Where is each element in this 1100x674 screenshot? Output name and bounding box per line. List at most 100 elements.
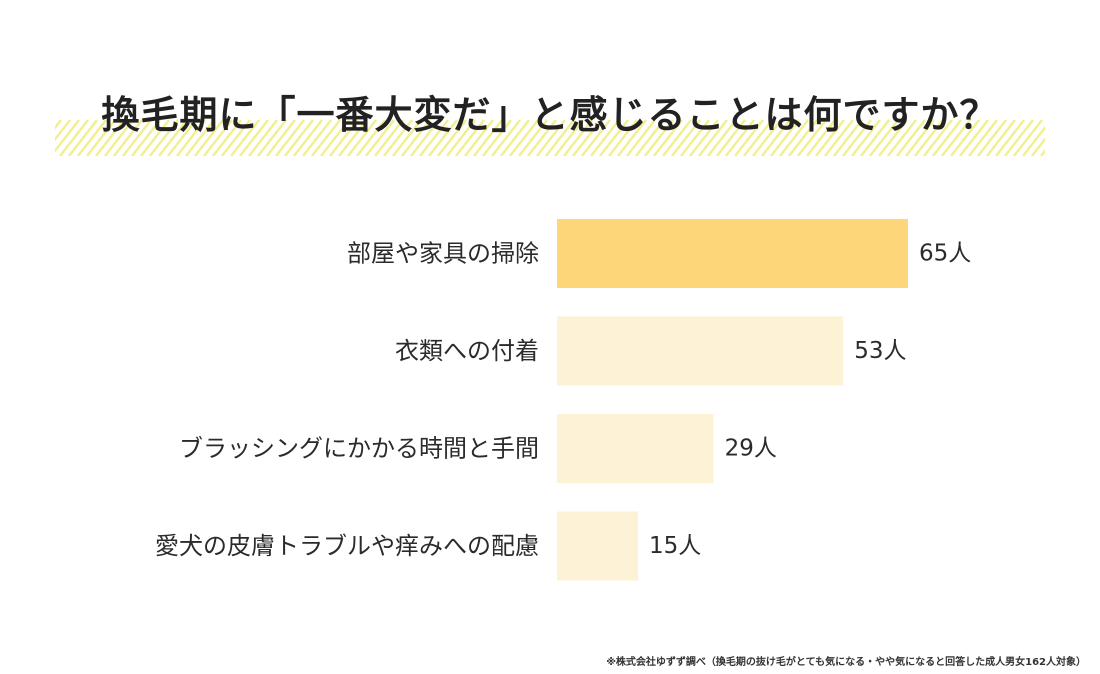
title-stripe bbox=[140, 119, 170, 156]
title-stripe bbox=[482, 119, 512, 156]
title-stripe bbox=[59, 119, 89, 156]
title-stripe bbox=[284, 119, 314, 156]
title-stripe bbox=[896, 119, 926, 156]
title-stripe bbox=[608, 119, 638, 156]
title-stripe bbox=[55, 119, 80, 153]
title-stripe bbox=[626, 119, 656, 156]
title-stripe bbox=[968, 119, 998, 156]
title-stripe bbox=[365, 119, 395, 156]
bar bbox=[557, 219, 908, 288]
title-stripe bbox=[734, 119, 764, 156]
title-stripe bbox=[959, 119, 989, 156]
title-stripe bbox=[833, 119, 863, 156]
title-stripe bbox=[437, 119, 467, 156]
title-stripe bbox=[995, 119, 1025, 156]
title-stripe bbox=[311, 119, 341, 156]
title-stripe bbox=[266, 119, 296, 156]
value-label: 29人 bbox=[725, 436, 777, 462]
title-stripe bbox=[68, 119, 98, 156]
title-stripe bbox=[824, 119, 854, 156]
title-stripe bbox=[536, 119, 566, 156]
title-stripe bbox=[122, 119, 152, 156]
title-stripe bbox=[860, 119, 890, 156]
title-stripe bbox=[797, 119, 827, 156]
title-stripe bbox=[707, 119, 737, 156]
title-stripe bbox=[950, 119, 980, 156]
title-area: 換毛期に「一番大変だ」と感じることは何ですか？ bbox=[0, 78, 1100, 158]
title-stripe bbox=[1031, 137, 1045, 156]
title-stripe bbox=[869, 119, 899, 156]
title-stripe bbox=[518, 119, 548, 156]
title-stripe bbox=[248, 119, 278, 156]
title-stripe bbox=[923, 119, 953, 156]
title-stripe bbox=[635, 119, 665, 156]
title-stripe bbox=[95, 119, 125, 156]
chart-title: 換毛期に「一番大変だ」と感じることは何ですか？ bbox=[101, 93, 999, 137]
title-stripe bbox=[752, 119, 782, 156]
title-highlight-stripes bbox=[55, 119, 1045, 156]
title-stripe bbox=[86, 119, 116, 156]
title-stripe bbox=[401, 119, 431, 156]
title-stripe bbox=[698, 119, 728, 156]
title-stripe bbox=[167, 119, 197, 156]
title-stripe bbox=[410, 119, 440, 156]
title-stripe bbox=[563, 119, 593, 156]
title-stripe bbox=[986, 119, 1016, 156]
title-stripe bbox=[878, 119, 908, 156]
title-stripe bbox=[1013, 119, 1043, 156]
title-stripe bbox=[527, 119, 557, 156]
title-stripe bbox=[680, 119, 710, 156]
title-stripe bbox=[941, 119, 971, 156]
title-stripe bbox=[428, 119, 458, 156]
title-stripe bbox=[446, 119, 476, 156]
title-stripe bbox=[329, 119, 359, 156]
title-stripe bbox=[770, 119, 800, 156]
title-stripe bbox=[662, 119, 692, 156]
title-stripe bbox=[221, 119, 251, 156]
bar bbox=[557, 316, 844, 386]
title-stripe bbox=[554, 119, 584, 156]
title-stripe bbox=[491, 119, 521, 156]
title-stripe bbox=[914, 119, 944, 156]
category-label: 衣類への付着 bbox=[395, 337, 539, 365]
category-label: 愛犬の皮膚トラブルや痒みへの配慮 bbox=[155, 532, 539, 560]
title-stripe bbox=[617, 119, 647, 156]
title-stripe bbox=[383, 119, 413, 156]
title-stripe bbox=[905, 119, 935, 156]
title-stripe bbox=[419, 119, 449, 156]
title-stripe bbox=[158, 119, 188, 156]
title-stripe bbox=[572, 119, 602, 156]
title-stripe bbox=[55, 119, 71, 142]
title-stripe bbox=[374, 119, 404, 156]
title-stripe bbox=[473, 119, 503, 156]
title-stripe bbox=[320, 119, 350, 156]
title-stripe bbox=[671, 119, 701, 156]
title-stripe bbox=[779, 119, 809, 156]
title-stripe bbox=[842, 119, 872, 156]
title-stripe bbox=[194, 119, 224, 156]
title-stripe bbox=[455, 119, 485, 156]
title-stripe bbox=[275, 119, 305, 156]
title-stripe bbox=[176, 119, 206, 156]
title-stripe bbox=[1022, 125, 1045, 156]
title-stripe bbox=[113, 119, 143, 156]
title-stripe bbox=[887, 119, 917, 156]
title-stripe bbox=[392, 119, 422, 156]
title-stripe bbox=[788, 119, 818, 156]
title-stripe bbox=[293, 119, 323, 156]
title-stripe bbox=[230, 119, 260, 156]
title-stripe bbox=[131, 119, 161, 156]
title-stripe bbox=[212, 119, 242, 156]
title-stripe bbox=[545, 119, 575, 156]
title-stripe bbox=[932, 119, 962, 156]
value-label: 53人 bbox=[854, 338, 906, 364]
value-label: 65人 bbox=[919, 241, 971, 267]
category-label: 部屋や家具の掃除 bbox=[347, 240, 539, 268]
title-stripe bbox=[716, 119, 746, 156]
title-stripe bbox=[644, 119, 674, 156]
value-label: 15人 bbox=[649, 533, 701, 559]
title-stripe bbox=[815, 119, 845, 156]
title-stripe bbox=[104, 119, 134, 156]
title-stripe bbox=[851, 119, 881, 156]
